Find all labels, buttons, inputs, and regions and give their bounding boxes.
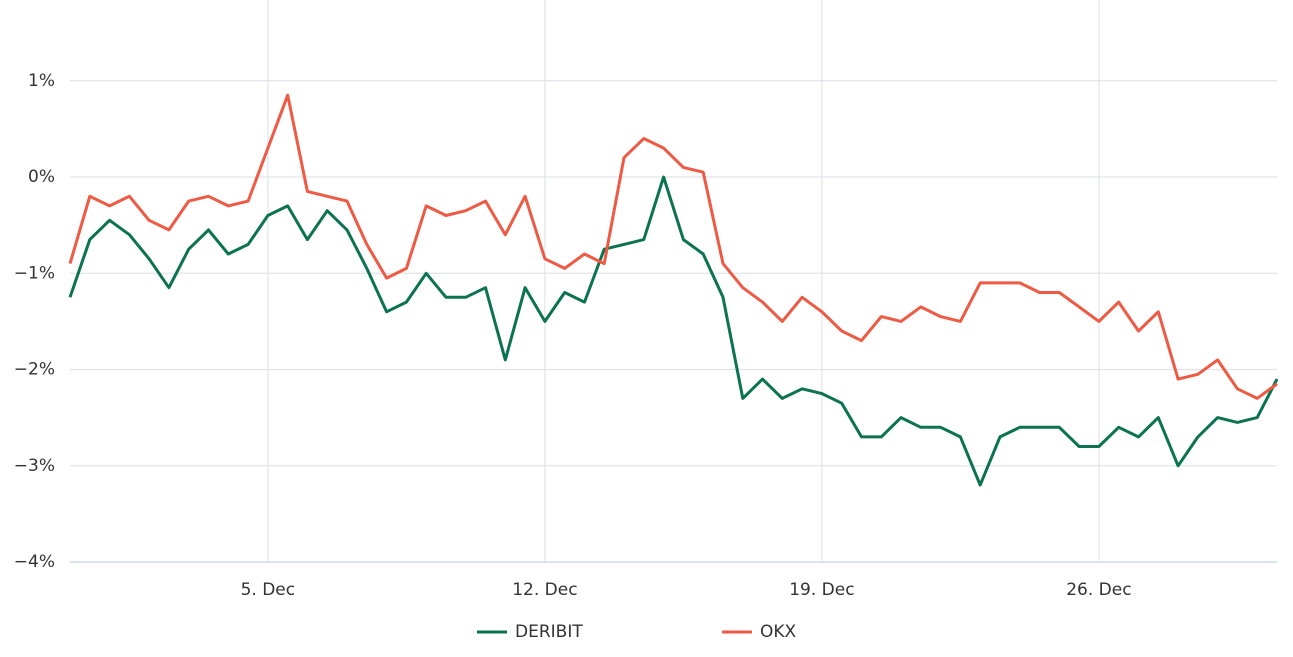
line-series [68, 93, 1278, 400]
line-series [68, 175, 1279, 487]
x-tick-label: 26. Dec [1066, 580, 1131, 600]
x-tick-label: 19. Dec [789, 580, 854, 600]
y-tick-label: −2% [14, 360, 55, 380]
x-tick-label: 12. Dec [512, 580, 577, 600]
y-tick-label: −4% [14, 552, 55, 572]
y-tick-label: −1% [14, 263, 55, 283]
x-tick-label: 5. Dec [241, 580, 296, 600]
y-tick-label: 1% [28, 71, 55, 91]
legend-label: OKX [760, 622, 797, 642]
legend-label: DERIBIT [515, 622, 583, 642]
y-tick-label: 0% [28, 167, 55, 187]
y-tick-label: −3% [14, 456, 55, 476]
